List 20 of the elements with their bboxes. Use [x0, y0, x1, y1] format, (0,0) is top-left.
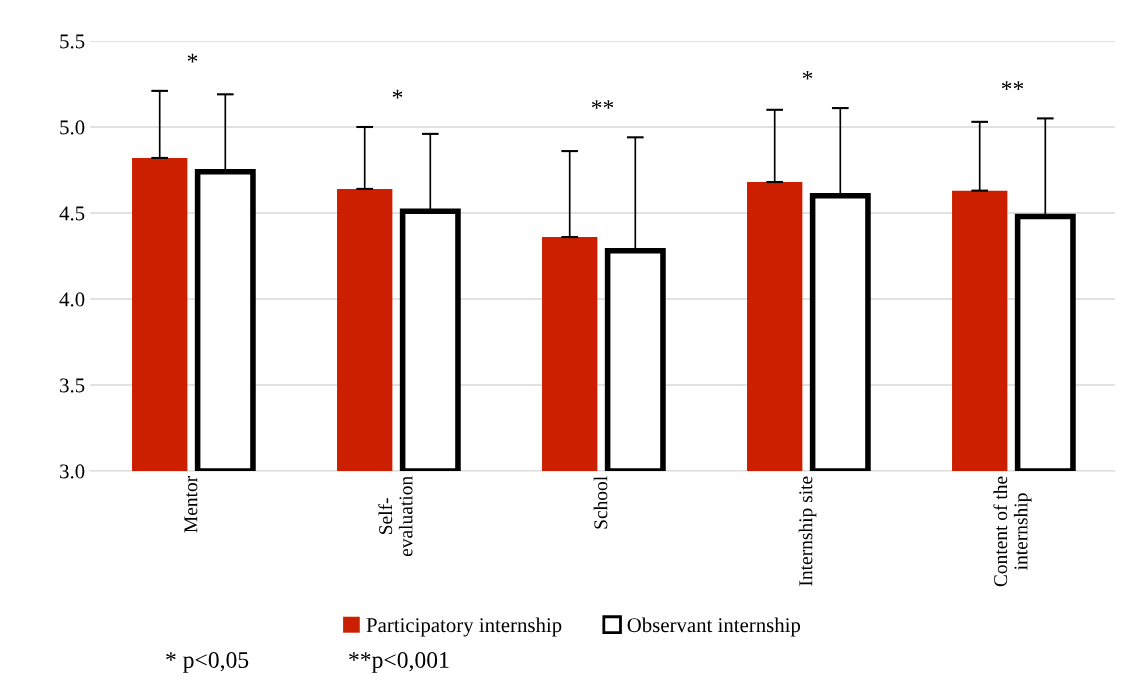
text: * p<0,05	[166, 651, 249, 673]
y-tick-label: 4.5	[59, 206, 85, 221]
annotation: *	[392, 89, 403, 99]
x-tick-label: School	[593, 476, 608, 529]
annotation: **	[591, 100, 614, 109]
y-tick-label: 5.0	[60, 120, 85, 135]
x-tick-label: Mentor	[184, 476, 198, 533]
legend-label: Observant internship	[627, 617, 801, 637]
y-tick-label: 3.5	[60, 378, 85, 393]
annotation: **	[1001, 81, 1024, 90]
y-tick-label: 5.5	[60, 34, 85, 49]
y-tick-label: 3.0	[60, 464, 85, 479]
text: **p<0,001	[349, 651, 449, 673]
x-tick-label: Self- evaluation	[378, 476, 413, 557]
legend-label: Participatory internship	[366, 617, 562, 637]
x-tick-label: Internship site	[798, 476, 817, 586]
y-tick-label: 4.0	[59, 292, 85, 307]
annotation: *	[187, 53, 198, 63]
annotation: *	[802, 70, 813, 80]
x-tick-label: Content of the internship	[993, 476, 1032, 587]
